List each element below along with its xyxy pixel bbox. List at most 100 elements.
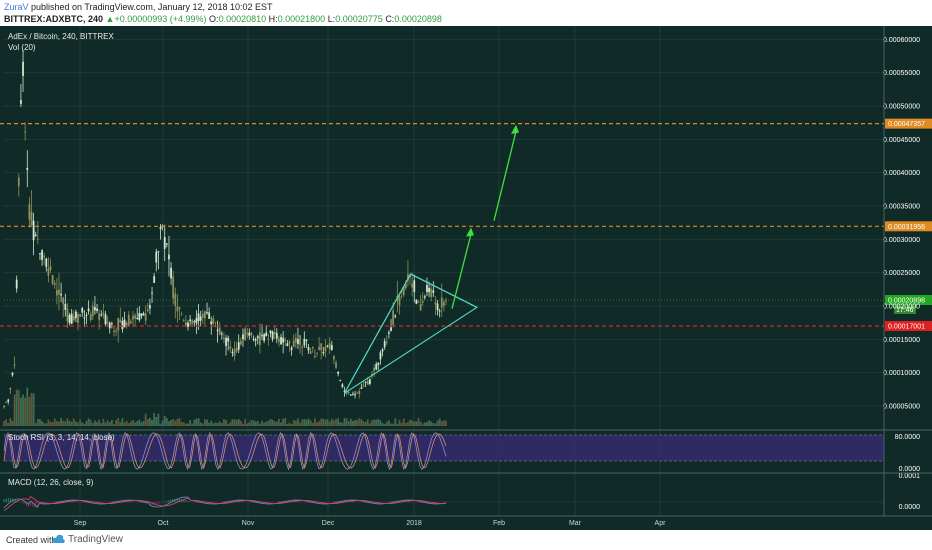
volume-bar (149, 417, 151, 426)
volume-bar (275, 421, 278, 426)
volume-bar (210, 420, 213, 426)
volume-bar (218, 421, 221, 426)
y-tick-label: 0.00020000 (883, 304, 920, 311)
y-tick-label: 0.00015000 (883, 337, 920, 344)
candle-body (309, 351, 312, 354)
volume-bar (303, 419, 306, 426)
macd-histogram-bar (58, 500, 61, 502)
candle-body (239, 340, 242, 345)
volume-bar (292, 419, 295, 426)
volume-bar (79, 419, 82, 426)
macd-histogram-bar (45, 502, 47, 503)
macd-histogram-bar (338, 500, 340, 502)
volume-bar (55, 421, 58, 426)
macd-histogram-bar (354, 501, 356, 502)
volume-bar (362, 421, 365, 426)
stoch-k-line (3, 431, 447, 471)
candle-body (223, 337, 225, 339)
volume-bar (400, 422, 403, 426)
volume-bar (430, 421, 433, 426)
volume-bar (305, 419, 308, 426)
volume-bar (366, 419, 369, 426)
macd-histogram-bar (3, 499, 5, 502)
macd-histogram-bar (323, 502, 325, 503)
candle-body (292, 340, 295, 347)
candle-body (41, 250, 43, 260)
candle-body (87, 308, 90, 312)
volume-bar (358, 418, 361, 426)
macd-histogram-bar (127, 501, 129, 502)
macd-histogram-bar (23, 502, 25, 505)
chart-area[interactable]: 0.00047357 0.00031956 0.00017001 0.00020898… (0, 26, 932, 530)
candle-body (163, 237, 166, 249)
volume-bar (426, 422, 428, 426)
macd-histogram-bar (183, 499, 185, 502)
candle-body (430, 288, 433, 298)
volume-bar (415, 421, 418, 426)
volume-bar (121, 418, 124, 426)
volume-bar (419, 421, 422, 426)
volume-bar (47, 419, 50, 426)
macd-histogram-bar (378, 502, 380, 503)
volume-bar (273, 421, 276, 426)
volume-bar (402, 418, 405, 426)
chart-canvas[interactable]: 0.00047357 0.00031956 0.00017001 0.00020898… (0, 26, 932, 530)
candle-body (13, 364, 16, 366)
candle-body (373, 367, 375, 371)
volume-bar (343, 418, 346, 426)
macd-histogram-bar (149, 502, 152, 506)
macd-histogram-bar (281, 501, 283, 502)
candle-body (121, 321, 124, 330)
candle-body (79, 314, 82, 317)
macd-histogram-bar (169, 499, 172, 502)
footer-brand-link[interactable]: TradingView (68, 534, 124, 545)
candle-body (428, 287, 430, 293)
candle-body (343, 390, 346, 393)
candle-body (366, 380, 369, 385)
price-candles (3, 49, 447, 409)
macd-pane: 0.0001 0.0000 (3, 473, 920, 512)
stoch-rsi-pane: 80.0000 0.0000 (3, 431, 920, 473)
volume-bar (231, 419, 234, 426)
macd-histogram-bar (167, 500, 169, 502)
macd-histogram-bar (434, 502, 436, 503)
volume-bar (271, 419, 274, 426)
volume-bar (115, 419, 117, 426)
volume-bar (282, 418, 285, 426)
volume-bar (62, 420, 65, 426)
volume-bar (409, 419, 411, 426)
x-tick-label: 2018 (406, 520, 422, 527)
volume-bar (191, 423, 194, 426)
candle-body (187, 322, 189, 328)
candle-body (136, 318, 139, 320)
candle-body (265, 332, 268, 337)
volume-bar (383, 423, 386, 426)
macd-histogram-bar (400, 500, 403, 502)
author-link[interactable]: ZuraV (4, 2, 29, 12)
volume-bar (318, 421, 321, 426)
candle-body (438, 310, 441, 312)
macd-histogram-bar (325, 502, 327, 503)
volume-bar (237, 419, 240, 426)
macd-histogram-bar (316, 502, 318, 504)
macd-histogram-bar (249, 502, 252, 503)
axes: 0.00060000 0.00055000 0.00050000 0.00045000… (0, 26, 932, 527)
macd-histogram-bar (380, 502, 383, 503)
arrow-head (466, 227, 474, 237)
macd-histogram-bar (72, 501, 74, 502)
macd-histogram-bar (194, 502, 196, 503)
volume-bar (352, 421, 354, 426)
candle-body (244, 328, 246, 341)
macd-histogram-bar (74, 501, 76, 502)
volume-bar (254, 421, 257, 426)
y-tick-label: 0.00040000 (883, 170, 920, 177)
volume-bar (216, 422, 219, 426)
candle-body (138, 313, 141, 321)
candle-body (206, 312, 208, 314)
volume-bar (288, 422, 291, 426)
volume-bar (269, 419, 272, 426)
volume-bar (53, 418, 56, 426)
candle-body (421, 300, 424, 303)
high-label: H: (268, 14, 278, 24)
candle-body (349, 394, 352, 396)
